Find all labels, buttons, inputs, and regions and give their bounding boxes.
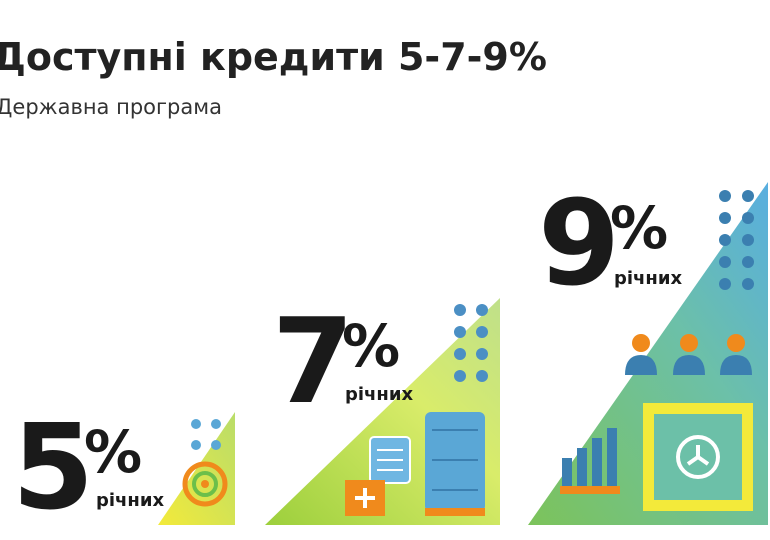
icon-part xyxy=(742,190,754,202)
coin-stack xyxy=(425,412,485,516)
rate-label: річних xyxy=(614,268,682,289)
icon-part xyxy=(425,508,485,516)
icon-part xyxy=(577,448,587,486)
icon-part xyxy=(191,440,201,450)
icon-part xyxy=(454,348,466,360)
icon-part xyxy=(676,435,720,479)
subtitle: Державна програма xyxy=(0,95,222,119)
rate-percent: % xyxy=(342,312,400,380)
safe-icon xyxy=(643,403,753,511)
icon-part xyxy=(211,419,221,429)
document-icon xyxy=(345,436,411,516)
icon-part xyxy=(742,212,754,224)
icon-part xyxy=(562,458,572,486)
dots-large xyxy=(719,190,754,290)
icon-part xyxy=(211,440,221,450)
rate-number: 7 xyxy=(272,292,354,430)
icon-part xyxy=(680,334,698,352)
icon-part xyxy=(720,355,752,375)
icon-part xyxy=(592,438,602,486)
rate-label: річних xyxy=(96,490,164,511)
icon-part xyxy=(719,256,731,268)
icon-part xyxy=(454,326,466,338)
icon-part xyxy=(719,234,731,246)
rate-percent: % xyxy=(610,194,668,262)
icon-part xyxy=(355,488,375,508)
icon-part xyxy=(425,412,485,512)
icon-part xyxy=(727,334,745,352)
icon-part xyxy=(476,370,488,382)
icon-part xyxy=(719,278,731,290)
icon-part xyxy=(742,278,754,290)
icon-part xyxy=(454,304,466,316)
rate-label: річних xyxy=(345,384,413,405)
icon-part xyxy=(686,445,710,466)
icon-part xyxy=(607,428,617,486)
rate-number: 9 xyxy=(538,174,620,312)
icon-part xyxy=(192,471,218,497)
icon-part xyxy=(625,355,657,375)
rate-number: 5 xyxy=(12,398,94,536)
icon-part xyxy=(476,304,488,316)
icon-part xyxy=(632,334,650,352)
icon-part xyxy=(454,370,466,382)
icon-part xyxy=(719,190,731,202)
bar-chart-icon xyxy=(560,428,620,494)
dots-small xyxy=(191,419,221,450)
icon-part xyxy=(191,419,201,429)
icon-part xyxy=(476,348,488,360)
icon-part xyxy=(476,326,488,338)
rate-percent: % xyxy=(84,418,142,486)
icon-part xyxy=(742,234,754,246)
icon-part xyxy=(742,256,754,268)
icon-part xyxy=(560,486,620,494)
icon-part xyxy=(201,480,209,488)
target-icon xyxy=(182,461,228,507)
title: Доступні кредити 5-7-9% xyxy=(0,35,547,79)
icon-part xyxy=(673,355,705,375)
dots-medium xyxy=(454,304,488,382)
icon-part xyxy=(182,461,228,507)
icon-part xyxy=(719,212,731,224)
people-icons xyxy=(625,334,752,375)
